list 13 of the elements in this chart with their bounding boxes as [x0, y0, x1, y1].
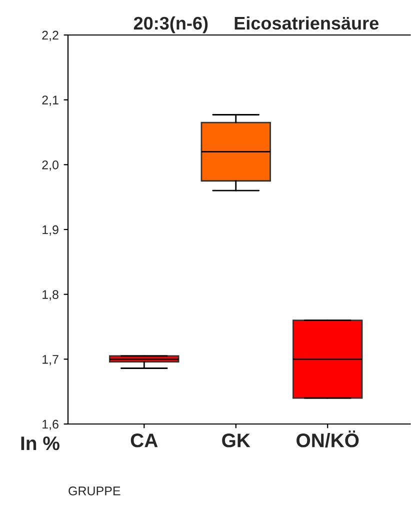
x-tick-label: CA [130, 434, 158, 448]
chart-title: 20:3(n-6) Eicosatriensäure [134, 16, 379, 34]
y-tick-label: 1,8 [42, 290, 58, 300]
y-tick-label: 2,2 [42, 30, 58, 42]
x-tick-label: GK [222, 434, 250, 448]
y-tick-label: 1,9 [42, 225, 58, 236]
y-tick-label: 2,1 [42, 96, 58, 106]
x-axis-title: GRUPPE [68, 486, 120, 496]
y-tick-label: 2,0 [42, 160, 58, 171]
y-tick-label: 1,7 [42, 355, 58, 366]
y-tick-label: 1,6 [42, 420, 58, 430]
y-axis-title: In % [21, 436, 60, 450]
x-tick-label: ON/KÖ [296, 430, 359, 448]
